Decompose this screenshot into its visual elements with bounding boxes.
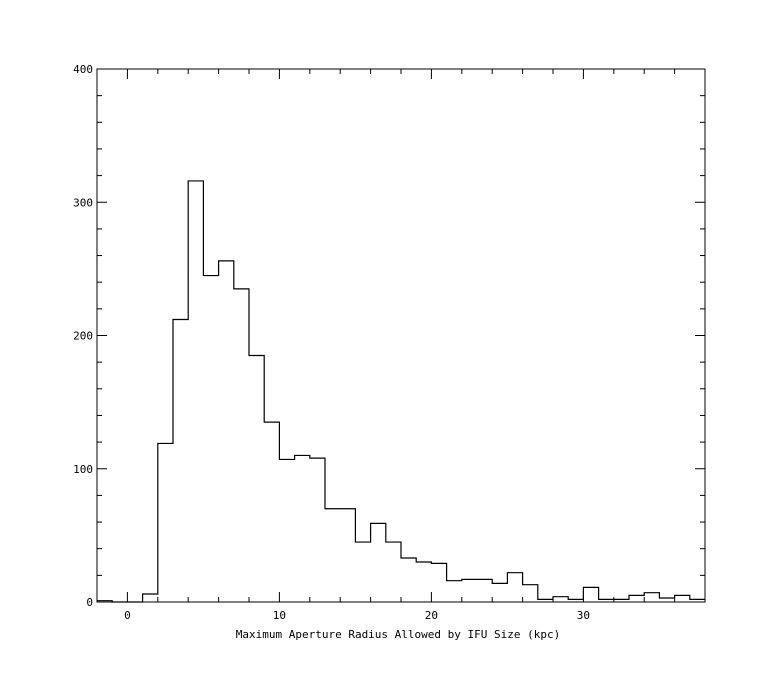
x-axis-label: Maximum Aperture Radius Allowed by IFU S…: [236, 628, 561, 641]
y-tick-label: 100: [73, 463, 93, 476]
y-axis-ticks: [97, 68, 705, 603]
x-tick-label: 0: [124, 609, 131, 622]
y-tick-label: 300: [73, 196, 93, 209]
y-tick-label: 200: [73, 330, 93, 343]
x-tick-label: 10: [273, 609, 286, 622]
histogram-series-line: [97, 180, 705, 603]
plot-frame: [96, 68, 706, 603]
x-tick-labels: 0 10 20 30: [124, 609, 590, 622]
y-tick-label: 400: [73, 63, 93, 76]
x-tick-label: 30: [577, 609, 590, 622]
y-tick-label: 0: [86, 596, 93, 609]
minor-ticks: [96, 69, 706, 602]
y-tick-labels: 0 100 200 300 400: [73, 63, 93, 609]
x-tick-label: 20: [425, 609, 438, 622]
